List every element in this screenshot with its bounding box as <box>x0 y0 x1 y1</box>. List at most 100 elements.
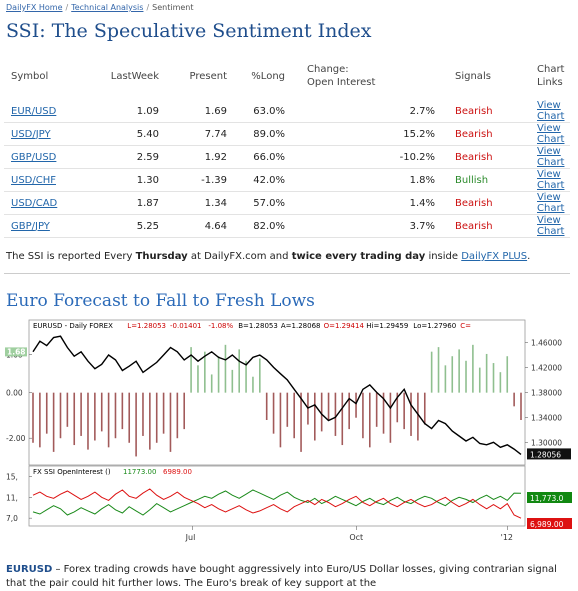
signal-cell: Bearish <box>437 100 517 123</box>
dailyfx-plus-link[interactable]: DailyFX PLUS <box>461 251 528 262</box>
pctlong-cell: 66.0% <box>227 145 285 169</box>
symbol-link[interactable]: GBP/JPY <box>11 220 50 232</box>
oi-red-badge <box>527 518 572 529</box>
oi-tick-label: 15, <box>6 472 18 481</box>
table-row: USD/JPY 5.40 7.74 89.0% 15.2% Bearish View Cha… <box>4 122 570 146</box>
col-signals-header: Signals <box>455 70 491 82</box>
present-cell: 4.64 <box>159 214 227 238</box>
breadcrumb-home-link[interactable]: DailyFX Home <box>6 3 63 12</box>
breadcrumb-section-link[interactable]: Technical Analysis <box>71 3 144 12</box>
signal-cell: Bearish <box>437 145 517 169</box>
note-text-4: . <box>527 251 531 262</box>
symbol-link[interactable]: GBP/USD <box>11 151 57 163</box>
ssi-schedule-note: The SSI is reported Every Thursday at Da… <box>6 251 530 262</box>
chart-header-field: B=1.28053 <box>238 322 278 330</box>
oi-header-label: FX SSI OpenInterest () <box>33 468 111 476</box>
pctlong-cell: 63.0% <box>227 100 285 123</box>
pctlong-cell: 89.0% <box>227 122 285 146</box>
breadcrumb: DailyFX Home / Technical Analysis / Sentimen… <box>6 3 194 12</box>
view-chart-link[interactable]: View Chart <box>537 215 565 237</box>
article-title: Euro Forecast to Fall to Fresh Lows <box>6 291 315 311</box>
col-lastweek-header: LastWeek <box>110 70 159 82</box>
note-text-3: inside <box>425 251 462 262</box>
ssi-latest-badge <box>5 347 27 357</box>
chart-header-field: C= <box>460 322 471 330</box>
ssi-latest-badge-text: 1.68 <box>7 347 26 356</box>
view-chart-link[interactable]: View Chart <box>537 169 565 191</box>
ssi-table-header-row: Symbol LastWeek Present %Long Change: Ope… <box>4 57 570 100</box>
oi-header-value-green: 11773.00 <box>123 468 156 476</box>
lastweek-cell: 1.30 <box>97 168 159 192</box>
change-cell: 1.4% <box>285 191 437 215</box>
view-chart-link[interactable]: View Chart <box>537 192 565 214</box>
symbol-link[interactable]: USD/CHF <box>11 174 56 186</box>
oi-green-badge <box>527 492 572 503</box>
signal-cell: Bullish <box>437 168 517 192</box>
chart-header-field: -1.08% <box>208 322 233 330</box>
symbol-link[interactable]: USD/JPY <box>11 128 51 140</box>
oi-header-value-red: 6989.00 <box>163 468 192 476</box>
pctlong-cell: 42.0% <box>227 168 285 192</box>
view-chart-link[interactable]: View Chart <box>537 123 565 145</box>
x-tick-label: Jul <box>185 533 196 542</box>
col-pctlong-header: %Long <box>251 70 285 82</box>
chart-header-field: Hi=1.29459 <box>366 322 408 330</box>
article-lead: EURUSD <box>6 564 53 575</box>
present-cell: 1.69 <box>159 100 227 123</box>
symbol-link[interactable]: USD/CAD <box>11 197 58 209</box>
view-chart-link[interactable]: View Chart <box>537 100 565 122</box>
symbol-link[interactable]: EUR/USD <box>11 105 57 117</box>
change-cell: -10.2% <box>285 145 437 169</box>
lastweek-cell: 1.87 <box>97 191 159 215</box>
breadcrumb-current: Sentiment <box>152 3 194 12</box>
ssi-tick-label: -2.00 <box>6 434 26 443</box>
pctlong-cell: 57.0% <box>227 191 285 215</box>
chart-header-field: EURUSD - Daily FOREX <box>33 322 113 330</box>
pctlong-cell: 82.0% <box>227 214 285 238</box>
change-cell: 15.2% <box>285 122 437 146</box>
oi-panel-frame <box>28 465 526 527</box>
table-row: EUR/USD 1.09 1.69 63.0% 2.7% Bearish View Char… <box>4 100 570 123</box>
present-cell: 1.92 <box>159 145 227 169</box>
chart-header-field: Lo=1.27960 <box>413 322 456 330</box>
eurusd-ssi-chart: 1.680.00-2.001.681.460001.420001.380001.… <box>3 318 575 542</box>
oi-tick-label: 11, <box>6 493 18 502</box>
col-present-header: Present <box>189 70 227 82</box>
price-tick-label: 1.34000 <box>531 413 562 422</box>
present-cell: -1.39 <box>159 168 227 192</box>
lastweek-cell: 5.40 <box>97 122 159 146</box>
oi-green-line <box>32 489 522 516</box>
chart-header-field: A=1.28068 <box>281 322 321 330</box>
note-bold-twice: twice every trading day <box>291 251 426 262</box>
note-text-1: The SSI is reported Every <box>6 251 136 262</box>
oi-red-line <box>32 488 522 519</box>
note-bold-thursday: Thursday <box>135 251 188 262</box>
chart-background <box>3 318 575 538</box>
change-cell: 1.8% <box>285 168 437 192</box>
present-cell: 1.34 <box>159 191 227 215</box>
lastweek-cell: 5.25 <box>97 214 159 238</box>
signal-cell: Bearish <box>437 214 517 238</box>
x-tick-label: '12 <box>501 533 513 542</box>
col-change-header-line1: Change: <box>307 64 349 75</box>
present-cell: 7.74 <box>159 122 227 146</box>
price-last-badge <box>527 448 571 460</box>
oi-green-badge-text: 11,773.0 <box>530 494 564 503</box>
price-tick-label: 1.30000 <box>531 438 562 447</box>
col-change-header-line2: Open Interest <box>307 77 376 88</box>
change-cell: 2.7% <box>285 100 437 123</box>
table-row: USD/CHF 1.30 -1.39 42.0% 1.8% Bullish View Cha… <box>4 168 570 192</box>
col-symbol-header: Symbol <box>11 70 49 82</box>
article-body: EURUSD – Forex trading crowds have bough… <box>6 563 572 591</box>
ssi-table: Symbol LastWeek Present %Long Change: Ope… <box>4 57 570 238</box>
price-tick-label: 1.42000 <box>531 363 562 372</box>
lastweek-cell: 1.09 <box>97 100 159 123</box>
note-text-2: at DailyFX.com and <box>187 251 292 262</box>
article-text: – Forex trading crowds have bought aggre… <box>6 564 557 589</box>
divider <box>4 273 570 274</box>
view-chart-link[interactable]: View Chart <box>537 146 565 168</box>
change-cell: 3.7% <box>285 214 437 238</box>
table-row: GBP/USD 2.59 1.92 66.0% -10.2% Bearish View Ch… <box>4 145 570 169</box>
signal-cell: Bearish <box>437 191 517 215</box>
ssi-tick-label: 0.00 <box>6 389 23 398</box>
